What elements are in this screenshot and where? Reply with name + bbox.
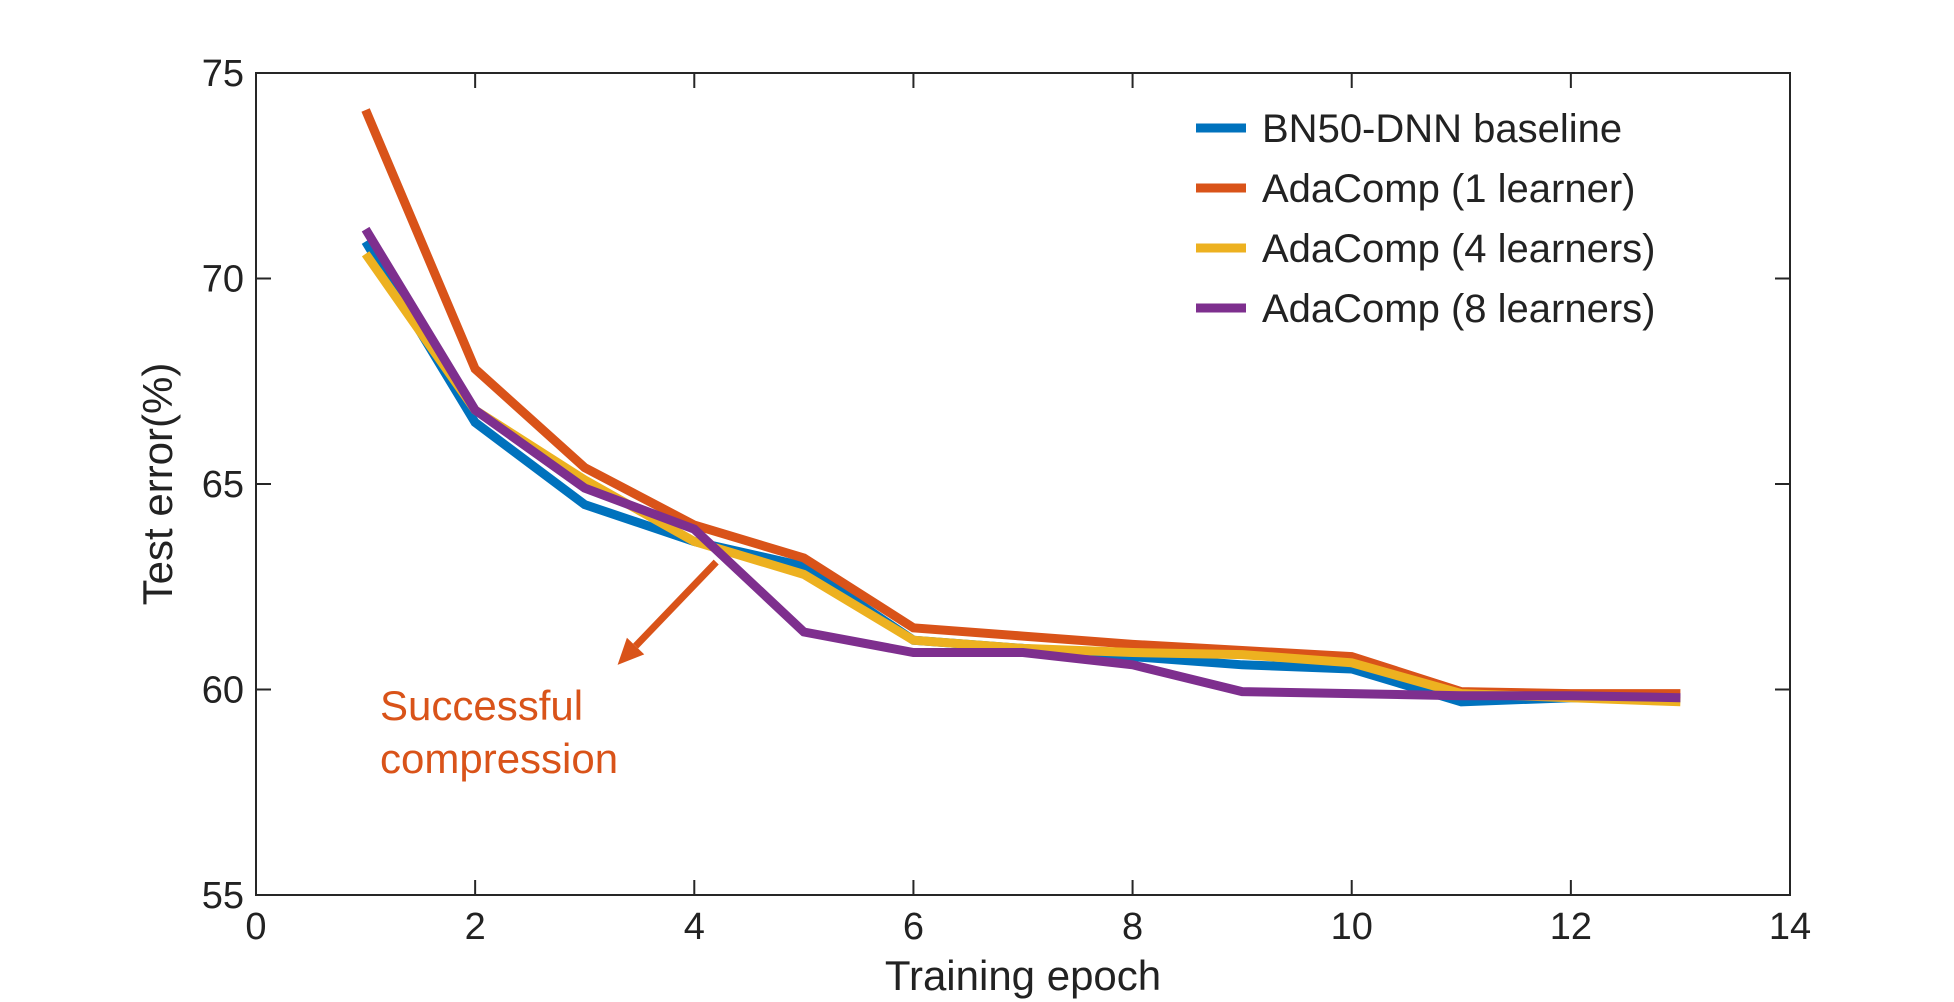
- series-line-4: [361, 226, 1681, 703]
- axis-tick-labels: 0 2 4 6 8 10 12 14 55 60 65 70 75: [202, 53, 1811, 948]
- annotation-arrow-shaft: [633, 559, 719, 649]
- series-lines: [361, 108, 1681, 707]
- x-tick-label: 8: [1122, 906, 1143, 948]
- legend-label-2: AdaComp (1 learner): [1262, 167, 1636, 211]
- annotation-text-line: Successful: [380, 682, 583, 729]
- y-tick-label: 55: [202, 875, 244, 917]
- x-axis-title: Training epoch: [885, 952, 1161, 999]
- plot-area: [255, 72, 1791, 896]
- legend-label-4: AdaComp (8 learners): [1262, 287, 1656, 331]
- y-tick-label: 75: [202, 53, 244, 95]
- y-tick-label: 70: [202, 259, 244, 301]
- y-tick-label: 60: [202, 670, 244, 712]
- x-tick-label: 14: [1769, 906, 1811, 948]
- legend: BN50-DNN baseline AdaComp (1 learner) AdaC…: [1196, 107, 1656, 331]
- x-tick-label: 4: [684, 906, 705, 948]
- legend-label-1: BN50-DNN baseline: [1262, 107, 1622, 151]
- y-axis-title: Test error(%): [134, 363, 181, 606]
- legend-label-3: AdaComp (4 learners): [1262, 227, 1656, 271]
- y-tick-label: 65: [202, 464, 244, 506]
- x-tick-label: 12: [1550, 906, 1592, 948]
- annotation-arrow-head: [617, 637, 645, 665]
- annotation-text-line: compression: [380, 735, 618, 782]
- x-tick-label: 2: [465, 906, 486, 948]
- x-tick-label: 0: [245, 906, 266, 948]
- x-tick-label: 10: [1331, 906, 1373, 948]
- annotation: Successful compression: [380, 559, 719, 782]
- x-tick-label: 6: [903, 906, 924, 948]
- axis-ticks: [255, 72, 1791, 896]
